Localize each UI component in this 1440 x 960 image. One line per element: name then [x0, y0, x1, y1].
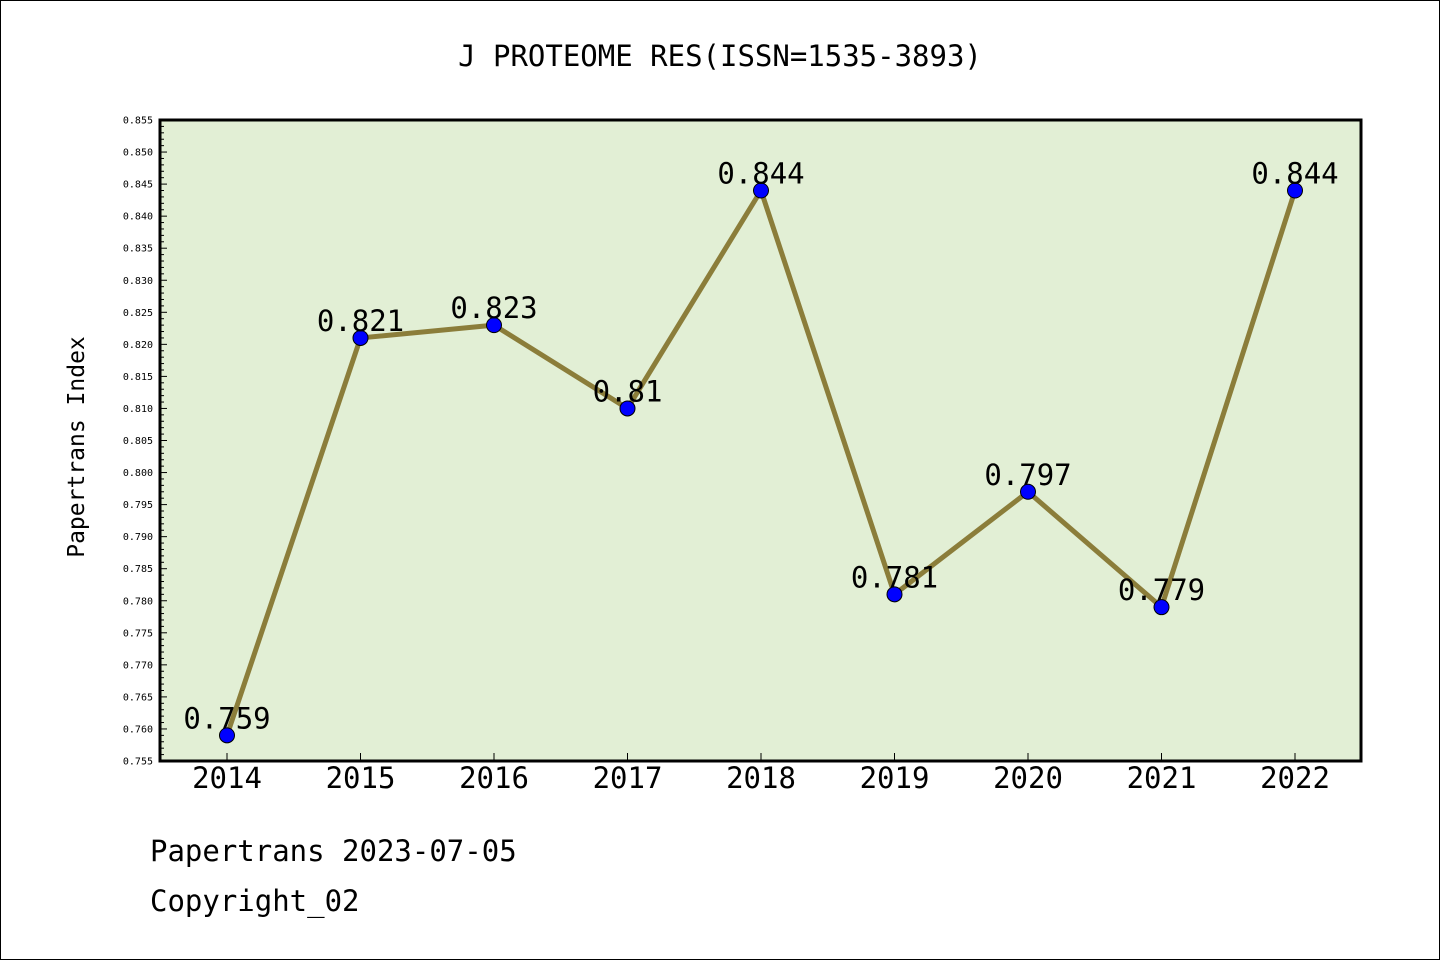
y-tick-label: 0.760 — [123, 724, 153, 735]
y-tick-label: 0.775 — [123, 628, 153, 639]
y-tick-label: 0.780 — [123, 596, 153, 607]
footer-date: Papertrans 2023-07-05 — [150, 834, 517, 868]
data-point — [1153, 599, 1170, 616]
x-tick-label: 2016 — [459, 761, 529, 795]
y-tick-label: 0.835 — [123, 244, 153, 255]
data-point — [753, 182, 769, 199]
plot-border — [158, 118, 1363, 763]
x-tick-labels: 2014 2015 2016 2017 2018 2019 2020 2021 2022 — [192, 761, 1330, 795]
chart-title: J PROTEOME RES(ISSN=1535-3893) — [458, 39, 982, 73]
plot-area — [160, 120, 1361, 761]
y-tick-label: 0.820 — [123, 340, 153, 351]
data-point — [219, 727, 235, 744]
data-label: 0.821 — [317, 304, 404, 338]
data-label: 0.759 — [183, 701, 270, 735]
y-tick-label: 0.840 — [123, 212, 153, 223]
x-tick-label: 2019 — [860, 761, 930, 795]
x-tick-label: 2021 — [1127, 761, 1197, 795]
data-label: 0.781 — [851, 560, 938, 594]
x-tick-label: 2017 — [593, 761, 663, 795]
y-tick-label: 0.755 — [123, 757, 153, 768]
y-tick-label: 0.810 — [123, 404, 153, 415]
data-label: 0.797 — [984, 458, 1071, 492]
data-point — [352, 329, 369, 346]
data-label: 0.81 — [593, 374, 663, 408]
x-tick-label: 2020 — [993, 761, 1063, 795]
y-tick-label: 0.815 — [123, 372, 153, 383]
footer-copyright: Copyright_02 — [150, 884, 360, 918]
data-point — [619, 400, 636, 417]
x-tick-label: 2015 — [326, 761, 396, 795]
data-point — [486, 317, 502, 334]
data-label: 0.844 — [717, 157, 804, 191]
y-tick-label: 0.785 — [123, 564, 153, 575]
y-tick-label: 0.770 — [123, 660, 153, 671]
y-tick-label: 0.825 — [123, 308, 153, 319]
y-tick-label: 0.790 — [123, 532, 153, 543]
data-label: 0.779 — [1118, 573, 1205, 607]
x-tick-label: 2014 — [192, 761, 262, 795]
data-markers — [219, 182, 1303, 744]
data-label: 0.823 — [450, 291, 537, 325]
y-tick-label: 0.845 — [123, 180, 153, 191]
y-tick-label: 0.805 — [123, 436, 153, 447]
y-tick-labels: 0.755 0.760 0.765 0.770 0.775 0.780 0.785 0.790… — [123, 116, 153, 768]
data-point — [1287, 182, 1303, 199]
y-tick-label: 0.765 — [123, 692, 153, 703]
y-tick-label: 0.830 — [123, 276, 153, 287]
data-label: 0.844 — [1251, 157, 1338, 191]
data-point — [886, 586, 903, 603]
data-labels: 0.759 0.821 0.823 0.81 0.844 0.781 0.797 0.779 0… — [183, 157, 1338, 736]
y-tick-label: 0.850 — [123, 148, 153, 159]
y-tick-label: 0.795 — [123, 500, 153, 511]
x-tick-label: 2018 — [726, 761, 796, 795]
y-tick-label: 0.800 — [123, 468, 153, 479]
y-axis-label: Papertrans Index — [64, 336, 90, 558]
x-tick-label: 2022 — [1260, 761, 1330, 795]
data-point — [1020, 483, 1036, 500]
y-tick-label: 0.855 — [123, 116, 153, 127]
